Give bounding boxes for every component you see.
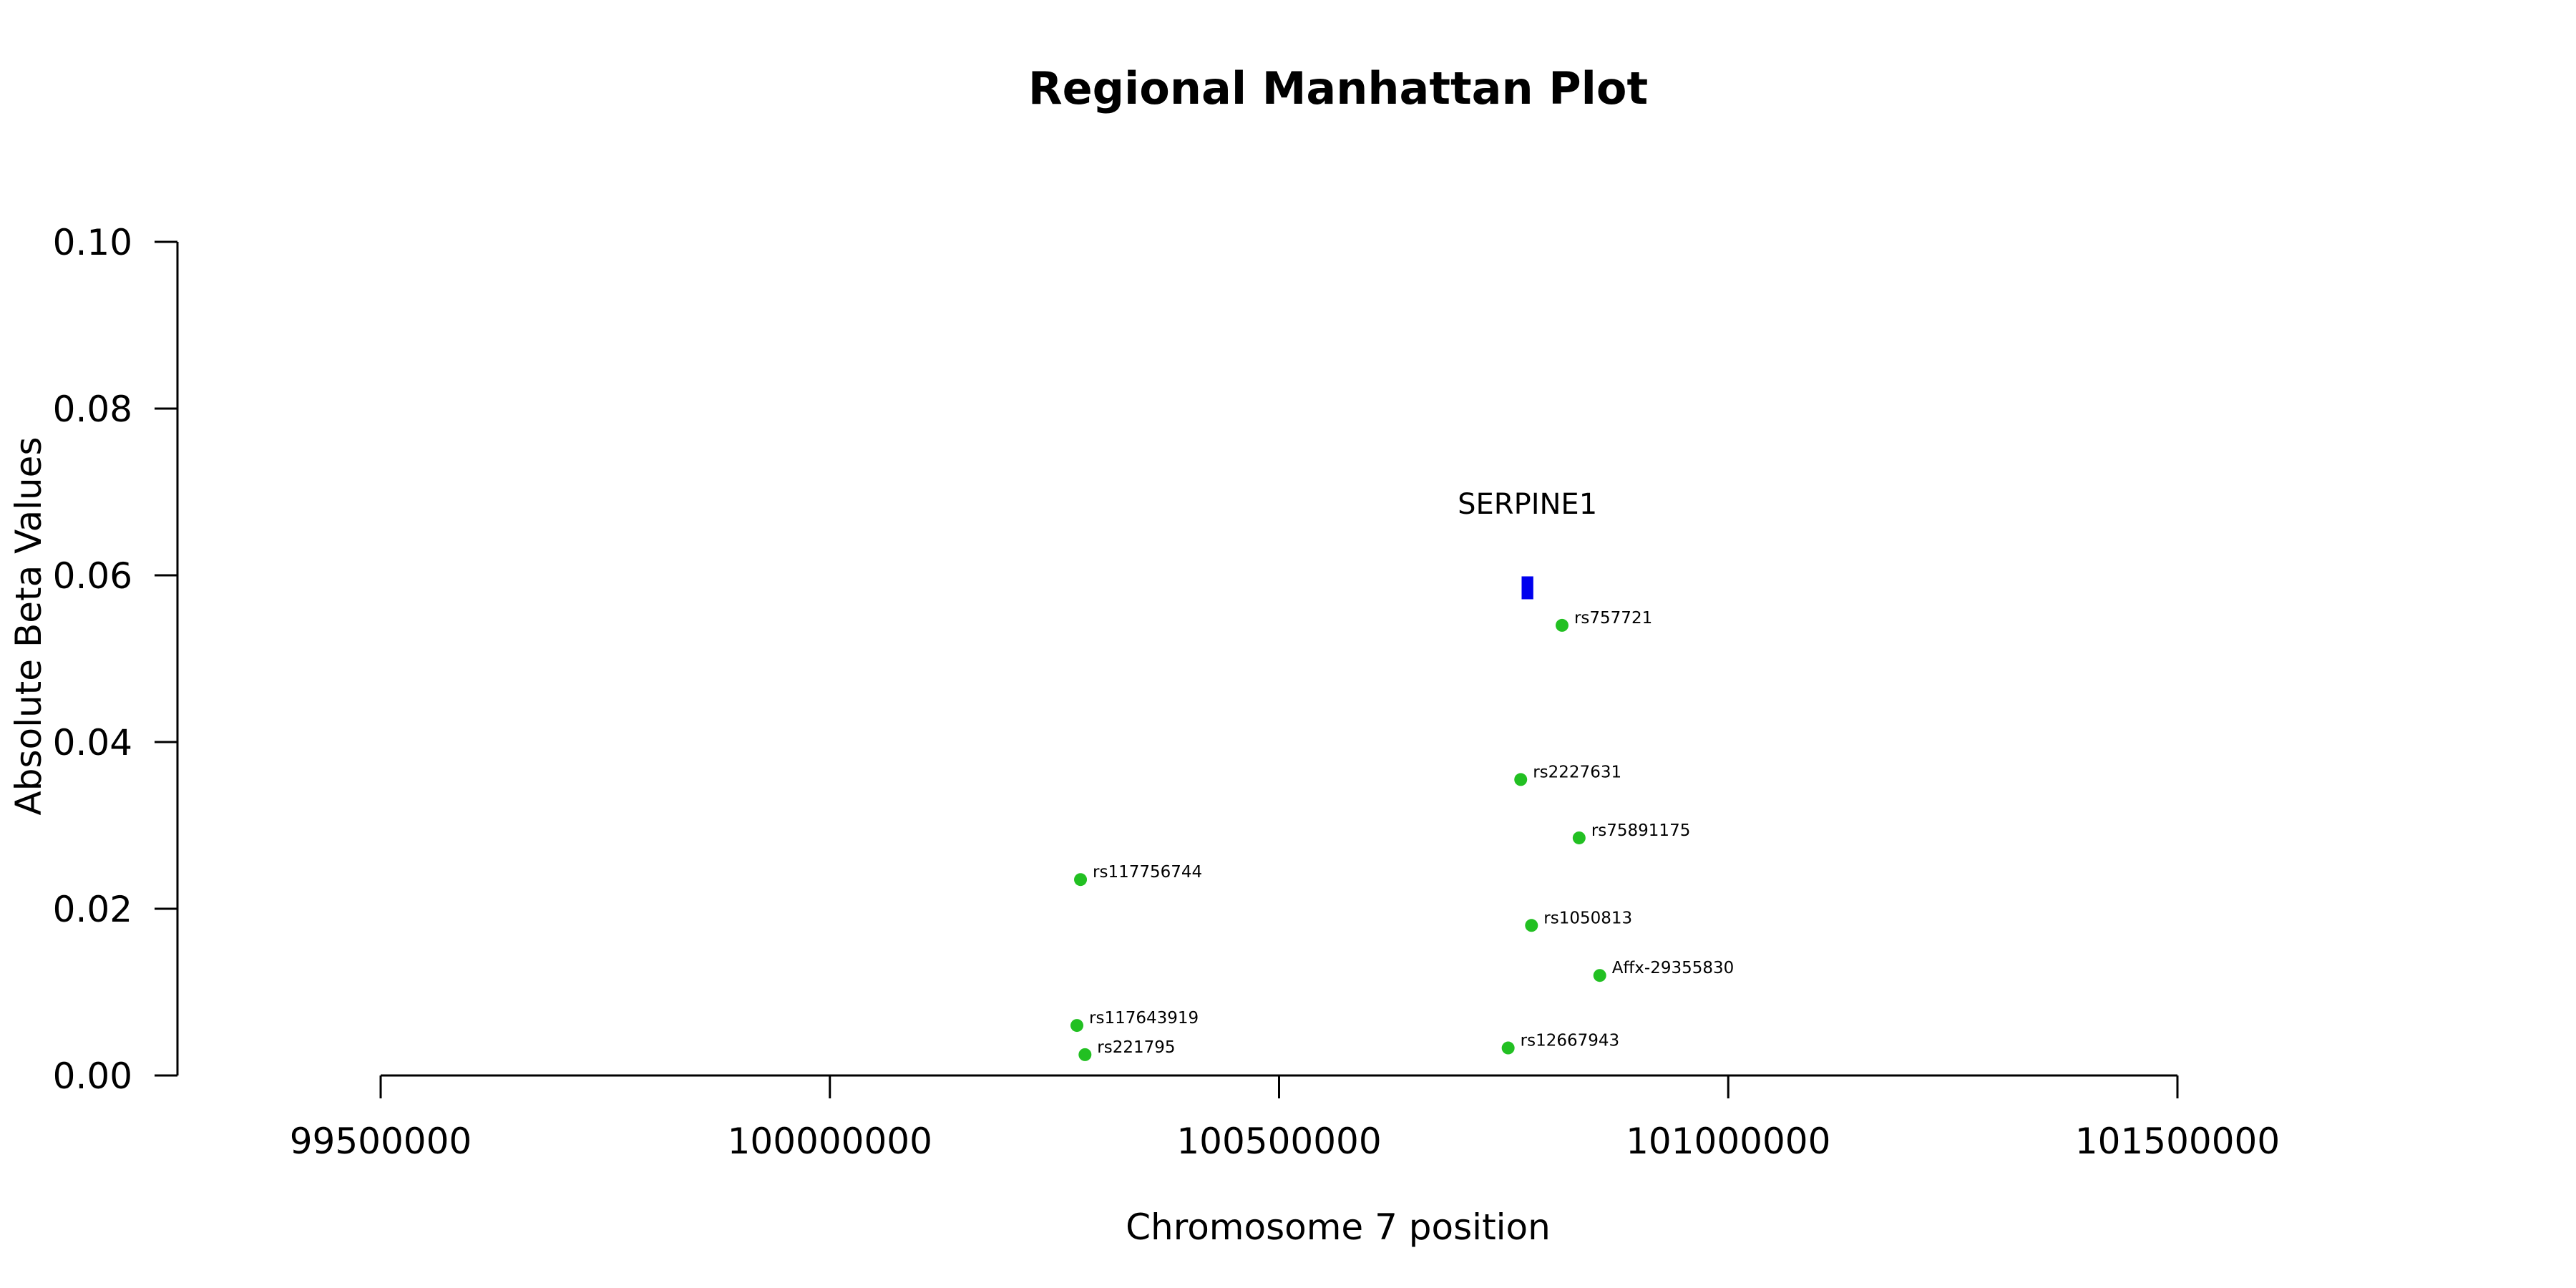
x-tick-label: 101000000 (1626, 1121, 1830, 1162)
x-tick-label: 100000000 (728, 1121, 932, 1162)
snp-label: rs221795 (1097, 1038, 1175, 1057)
x-tick-label: 99500000 (290, 1121, 472, 1162)
gene-label: SERPINE1 (1458, 488, 1597, 521)
snp-point (1525, 919, 1538, 932)
snp-label: rs117643919 (1089, 1009, 1199, 1028)
snp-point (1078, 1048, 1092, 1061)
y-tick-label: 0.08 (53, 389, 132, 430)
y-axis-ticks: 0.00 0.02 0.04 0.06 0.08 0.10 (53, 222, 177, 1097)
snp-label: rs1050813 (1543, 909, 1632, 927)
y-axis-label: Absolute Beta Values (8, 437, 49, 816)
y-tick-label: 0.10 (53, 222, 132, 263)
snp-point (1074, 873, 1088, 887)
snp-points: rs757721 rs2227631 rs75891175 rs117756744 rs… (1070, 609, 1734, 1061)
snp-label: rs117756744 (1093, 863, 1202, 882)
y-tick-label: 0.00 (53, 1055, 132, 1097)
snp-label: rs2227631 (1533, 763, 1621, 781)
y-tick-label: 0.02 (53, 889, 132, 930)
snp-point (1593, 969, 1606, 982)
snp-point (1514, 773, 1528, 786)
y-tick-label: 0.06 (53, 555, 132, 597)
snp-point (1572, 831, 1586, 844)
gene-track: SERPINE1 (1458, 488, 1597, 600)
x-tick-label: 100500000 (1176, 1121, 1381, 1162)
y-tick-label: 0.04 (53, 722, 132, 763)
x-axis-label: Chromosome 7 position (1126, 1206, 1551, 1248)
x-axis-ticks: 99500000 100000000 100500000 101000000 10150… (290, 1075, 2280, 1162)
snp-label: Affx-29355830 (1612, 959, 1735, 977)
snp-point (1501, 1041, 1515, 1055)
snp-point (1555, 618, 1568, 632)
snp-label: rs12667943 (1521, 1032, 1620, 1050)
snp-label: rs757721 (1574, 609, 1652, 628)
gene-block (1521, 576, 1533, 600)
snp-point (1070, 1019, 1084, 1033)
x-tick-label: 101500000 (2075, 1121, 2280, 1162)
snp-label: rs75891175 (1591, 821, 1691, 840)
chart-title: Regional Manhattan Plot (1028, 62, 1648, 114)
